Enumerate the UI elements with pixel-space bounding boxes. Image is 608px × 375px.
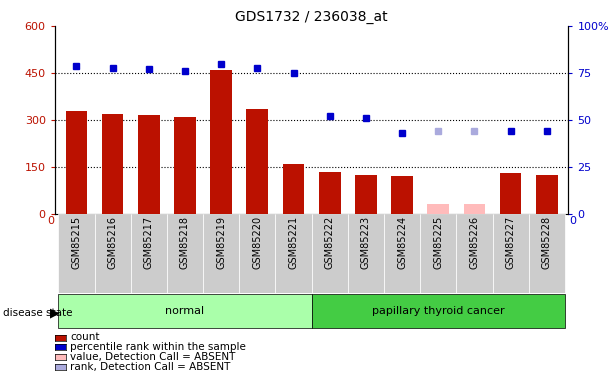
Bar xyxy=(131,214,167,292)
Text: 0: 0 xyxy=(47,216,54,226)
Bar xyxy=(529,214,565,292)
Bar xyxy=(167,214,203,292)
Bar xyxy=(174,117,196,214)
Bar xyxy=(283,164,305,214)
Bar xyxy=(355,175,377,214)
Bar xyxy=(102,114,123,214)
Text: GSM85225: GSM85225 xyxy=(434,216,443,269)
Text: GSM85220: GSM85220 xyxy=(252,216,262,269)
Bar xyxy=(463,204,485,214)
Text: papillary thyroid cancer: papillary thyroid cancer xyxy=(372,306,505,315)
Text: GSM85217: GSM85217 xyxy=(143,216,154,269)
Text: count: count xyxy=(70,333,100,342)
Text: normal: normal xyxy=(165,306,204,315)
Text: GSM85222: GSM85222 xyxy=(325,216,334,269)
Text: disease state: disease state xyxy=(3,308,72,318)
Bar xyxy=(58,294,311,328)
Bar xyxy=(203,214,239,292)
Text: percentile rank within the sample: percentile rank within the sample xyxy=(70,342,246,352)
Text: rank, Detection Call = ABSENT: rank, Detection Call = ABSENT xyxy=(70,362,230,372)
Bar xyxy=(311,294,565,328)
Text: GSM85215: GSM85215 xyxy=(71,216,81,269)
Text: ▶: ▶ xyxy=(50,307,60,320)
Bar xyxy=(311,214,348,292)
Bar xyxy=(138,116,160,214)
Text: GSM85223: GSM85223 xyxy=(361,216,371,269)
Bar xyxy=(246,109,268,214)
Text: GSM85216: GSM85216 xyxy=(108,216,117,269)
Title: GDS1732 / 236038_at: GDS1732 / 236038_at xyxy=(235,10,388,24)
Bar xyxy=(536,175,558,214)
Bar xyxy=(457,214,492,292)
Text: GSM85218: GSM85218 xyxy=(180,216,190,269)
Text: GSM85226: GSM85226 xyxy=(469,216,480,269)
Bar xyxy=(66,111,88,214)
Text: GSM85221: GSM85221 xyxy=(289,216,299,269)
Text: GSM85224: GSM85224 xyxy=(397,216,407,269)
Text: GSM85219: GSM85219 xyxy=(216,216,226,269)
Bar xyxy=(275,214,311,292)
Bar xyxy=(391,176,413,214)
Bar xyxy=(58,214,94,292)
Bar xyxy=(319,172,340,214)
Bar xyxy=(427,204,449,214)
Bar xyxy=(500,173,522,214)
Bar xyxy=(420,214,457,292)
Bar xyxy=(492,214,529,292)
Bar xyxy=(239,214,275,292)
Text: 0: 0 xyxy=(569,216,576,226)
Text: GSM85228: GSM85228 xyxy=(542,216,552,269)
Bar xyxy=(210,70,232,214)
Bar xyxy=(384,214,420,292)
Bar xyxy=(348,214,384,292)
Text: value, Detection Call = ABSENT: value, Detection Call = ABSENT xyxy=(70,352,235,362)
Bar xyxy=(94,214,131,292)
Text: GSM85227: GSM85227 xyxy=(506,216,516,269)
